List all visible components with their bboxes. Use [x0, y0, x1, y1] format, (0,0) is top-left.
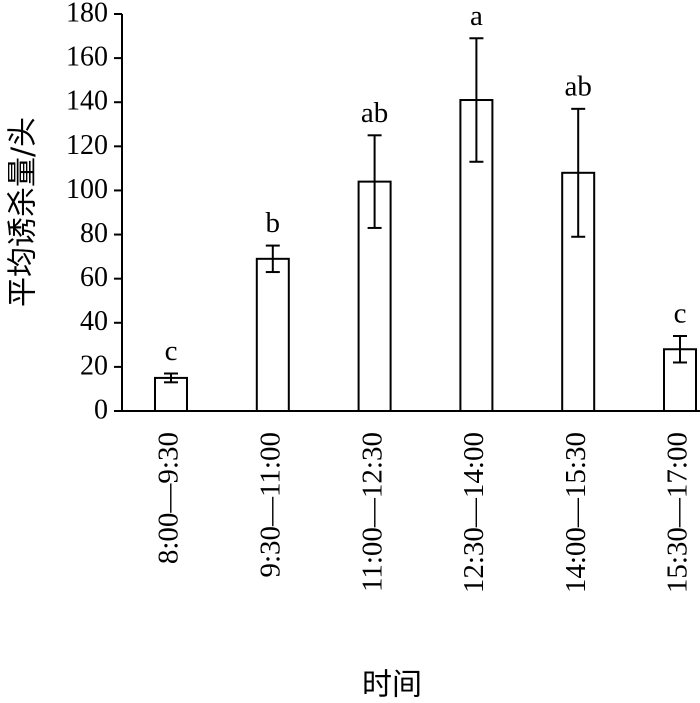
x-tick-label: 11:00—12:30	[356, 432, 388, 592]
y-tick-label: 40	[80, 306, 108, 337]
x-tick-label: 12:30—14:00	[458, 432, 490, 593]
significance-label: b	[266, 207, 281, 239]
significance-label: a	[470, 0, 483, 32]
x-tick-label: 15:30—17:00	[662, 432, 694, 593]
x-tick-label: 14:00—15:30	[560, 432, 592, 593]
y-tick-label: 60	[80, 262, 108, 293]
y-tick-label: 140	[66, 86, 108, 117]
y-tick-label: 0	[94, 394, 108, 425]
significance-label: ab	[361, 97, 388, 129]
y-tick-label: 100	[66, 174, 108, 205]
significance-label: c	[165, 335, 178, 367]
x-tick-label: 8:00—9:30	[153, 432, 185, 564]
y-axis-title: 平均诱杀量/头	[6, 117, 41, 307]
y-tick-label: 180	[66, 0, 108, 28]
bar	[154, 376, 188, 412]
x-tick-label: 9:30—11:00	[254, 432, 286, 578]
bar	[255, 257, 290, 413]
significance-label: c	[674, 298, 687, 330]
y-tick-label: 20	[80, 350, 108, 381]
x-axis-title: 时间	[362, 668, 422, 703]
y-tick-label: 160	[66, 42, 108, 73]
y-tick-label: 120	[66, 130, 108, 161]
y-tick-label: 80	[80, 218, 108, 249]
significance-label: ab	[565, 70, 592, 102]
